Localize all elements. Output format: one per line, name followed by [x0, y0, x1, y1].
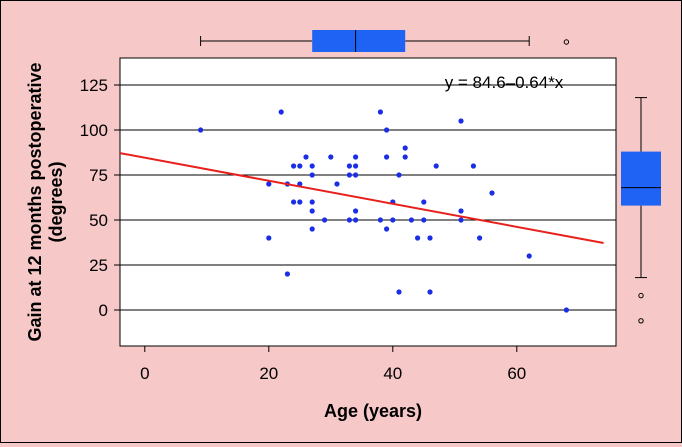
data-point	[346, 172, 352, 178]
data-point	[334, 181, 340, 187]
x-tick-label: 0	[140, 364, 149, 383]
data-point	[266, 181, 272, 187]
data-point	[384, 226, 390, 232]
data-point	[291, 163, 297, 169]
x-axis-ticks: 0 20 40 60	[140, 346, 526, 383]
data-point	[303, 154, 309, 160]
gain-boxplot	[621, 97, 661, 324]
x-tick-label: 60	[507, 364, 526, 383]
data-point	[377, 109, 383, 115]
data-point	[421, 217, 427, 223]
y-tick-label: 50	[89, 211, 108, 230]
data-point	[402, 145, 408, 151]
data-point	[477, 235, 483, 241]
data-point	[309, 163, 315, 169]
data-point	[384, 127, 390, 133]
data-point	[322, 217, 328, 223]
data-point	[408, 217, 414, 223]
y-tick-label: 100	[80, 121, 108, 140]
data-point	[377, 217, 383, 223]
y-tick-label: 75	[89, 166, 108, 185]
data-point	[353, 163, 359, 169]
data-point	[433, 163, 439, 169]
data-point	[396, 289, 402, 295]
x-tick-label: 40	[383, 364, 402, 383]
data-point	[309, 208, 315, 214]
data-point	[346, 217, 352, 223]
data-point	[353, 208, 359, 214]
data-point	[384, 154, 390, 160]
data-point	[291, 199, 297, 205]
data-point	[421, 199, 427, 205]
regression-equation: y = 84.6–0.64*x	[445, 73, 564, 92]
data-point	[346, 163, 352, 169]
data-point	[489, 190, 495, 196]
data-point	[297, 163, 303, 169]
data-point	[266, 235, 272, 241]
data-point	[402, 154, 408, 160]
data-point	[353, 217, 359, 223]
data-point	[396, 172, 402, 178]
data-point	[309, 226, 315, 232]
y-tick-label: 0	[99, 301, 108, 320]
y-axis-label-line2: (degrees)	[46, 161, 66, 242]
y-tick-label: 125	[80, 76, 108, 95]
box	[312, 30, 406, 52]
regression-line	[119, 152, 604, 244]
data-point	[278, 109, 284, 115]
y-tick-label: 25	[89, 256, 108, 275]
plot-area	[119, 57, 617, 347]
y-axis-label-line1: Gain at 12 months postoperative	[25, 62, 45, 341]
data-point	[309, 172, 315, 178]
data-point	[297, 199, 303, 205]
data-point	[328, 154, 334, 160]
data-point	[470, 163, 476, 169]
age-boxplot	[200, 30, 570, 52]
data-point	[198, 127, 204, 133]
data-point	[427, 235, 433, 241]
data-point	[458, 217, 464, 223]
y-axis-ticks: 0 25 50 75 100 125	[80, 76, 120, 320]
data-point	[390, 217, 396, 223]
x-axis-label: Age (years)	[324, 401, 422, 421]
data-point	[458, 208, 464, 214]
data-point	[353, 154, 359, 160]
outlier	[563, 39, 570, 45]
data-point	[284, 271, 290, 277]
data-point	[427, 289, 433, 295]
data-point	[526, 253, 532, 259]
data-point	[458, 118, 464, 124]
box	[621, 151, 661, 206]
data-point	[563, 307, 570, 313]
data-point	[309, 199, 315, 205]
outlier	[638, 292, 644, 299]
x-tick-label: 20	[259, 364, 278, 383]
data-point	[353, 172, 359, 178]
outlier	[638, 318, 644, 324]
data-point	[415, 235, 421, 241]
